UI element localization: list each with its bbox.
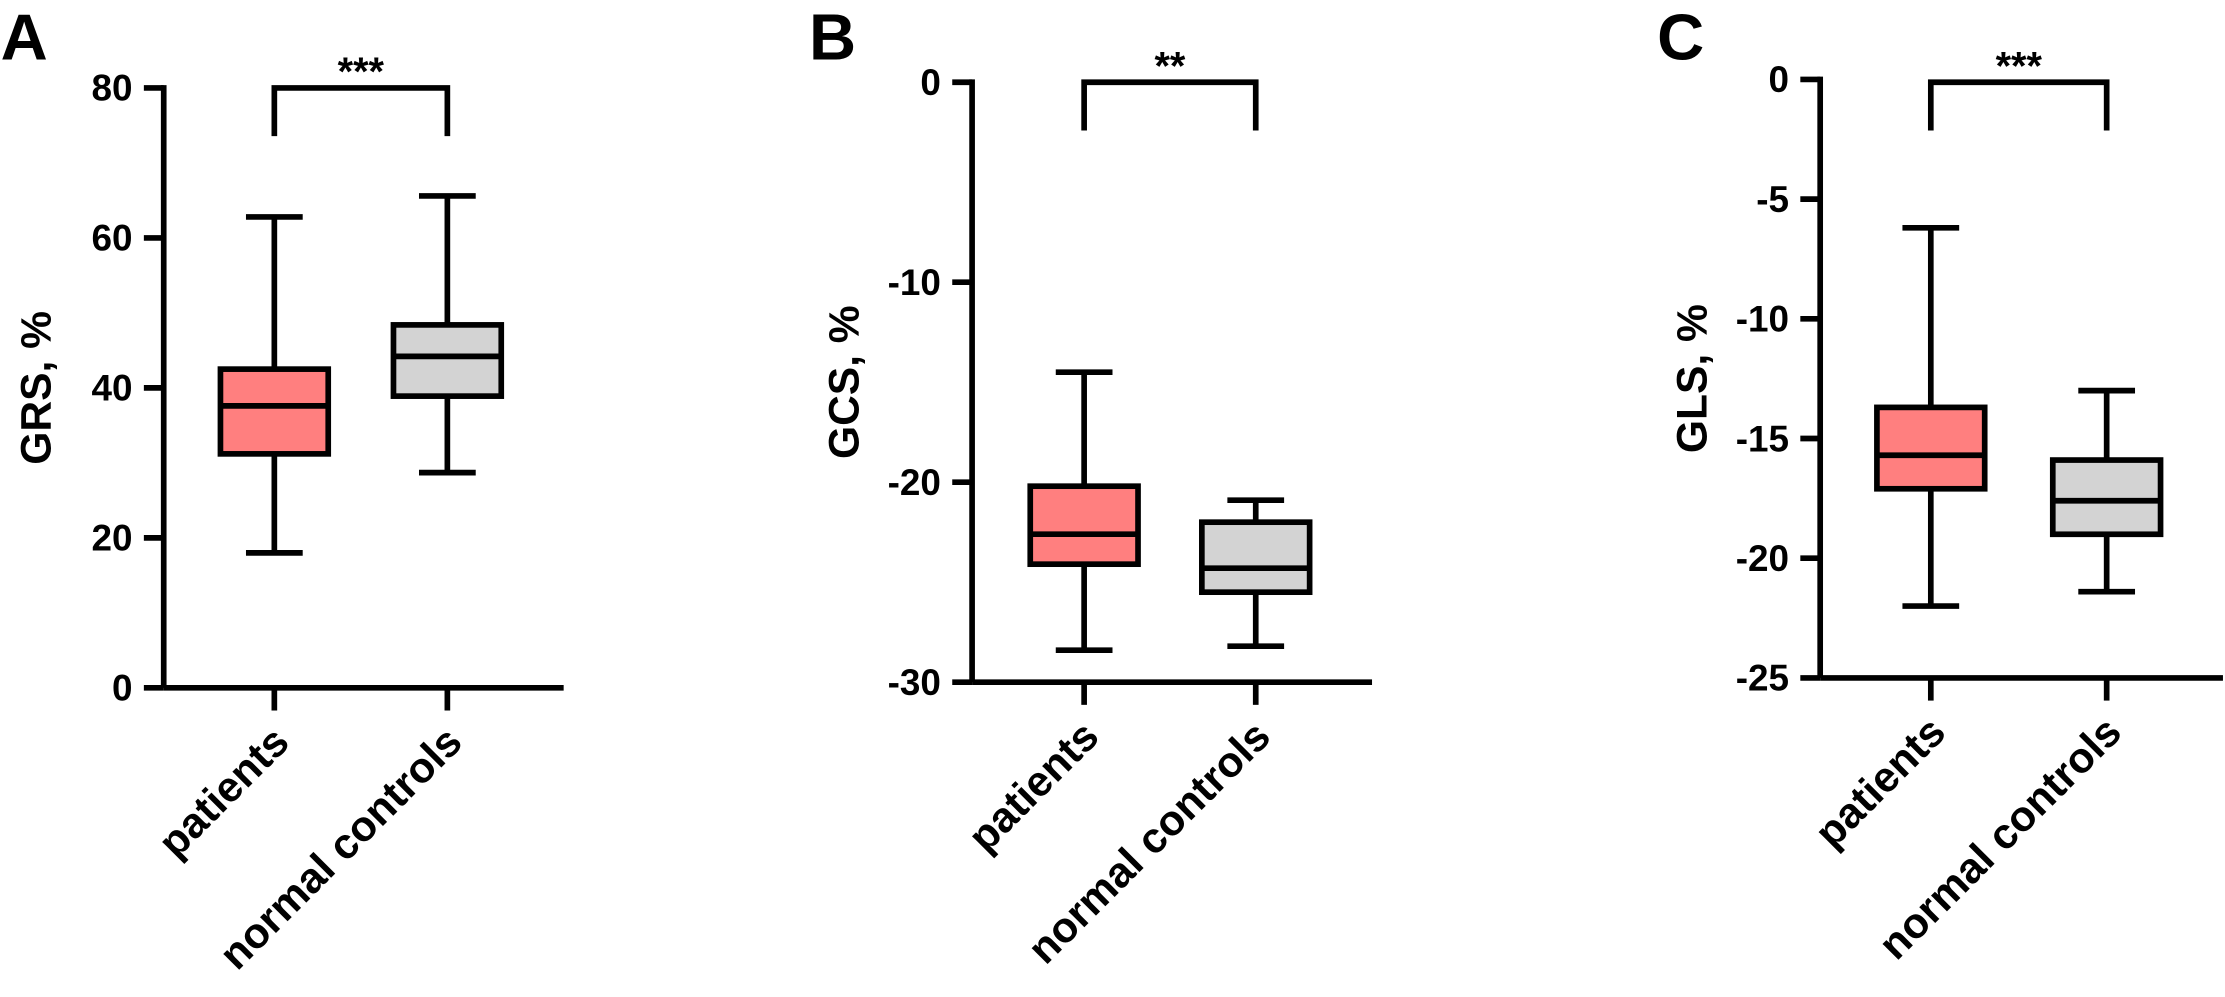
box xyxy=(1027,483,1141,568)
y-tick-label: 0 xyxy=(920,62,941,103)
panel-label: C xyxy=(1657,1,1704,74)
box xyxy=(390,322,505,399)
significance-label: *** xyxy=(338,50,385,94)
x-tick-label: patients xyxy=(959,712,1108,861)
box xyxy=(2049,457,2164,538)
y-tick-label: -30 xyxy=(888,662,941,703)
box xyxy=(217,366,332,457)
box xyxy=(1199,519,1313,596)
y-tick-label: 60 xyxy=(92,218,133,259)
y-tick-label: -10 xyxy=(888,262,941,303)
panel-label: B xyxy=(809,1,856,74)
panel-label: A xyxy=(1,1,48,74)
y-tick-label: -20 xyxy=(1736,538,1789,579)
y-axis-label: GCS, % xyxy=(821,305,869,459)
significance-bracket xyxy=(1927,79,2110,131)
y-axis-label: GRS, % xyxy=(12,311,60,465)
significance-bracket xyxy=(1081,79,1259,131)
y-tick-label: 0 xyxy=(112,668,133,709)
x-tick-label: patients xyxy=(149,718,298,867)
y-tick-label: 40 xyxy=(92,368,133,409)
significance-label: *** xyxy=(1996,44,2043,88)
y-axis-label: GLS, % xyxy=(1669,304,1717,453)
y-tick-label: 0 xyxy=(1768,59,1789,100)
y-tick-label: -10 xyxy=(1736,299,1789,340)
y-tick-label: 20 xyxy=(92,518,133,559)
y-tick-label: -20 xyxy=(888,462,941,503)
x-tick-label: patients xyxy=(1806,708,1955,857)
y-tick-label: 80 xyxy=(92,68,133,109)
y-tick-label: -25 xyxy=(1736,658,1789,699)
box xyxy=(1874,404,1988,492)
y-tick-label: -5 xyxy=(1756,179,1789,220)
significance-bracket xyxy=(271,85,451,137)
significance-label: ** xyxy=(1154,44,1185,88)
y-tick-label: -15 xyxy=(1736,418,1789,459)
